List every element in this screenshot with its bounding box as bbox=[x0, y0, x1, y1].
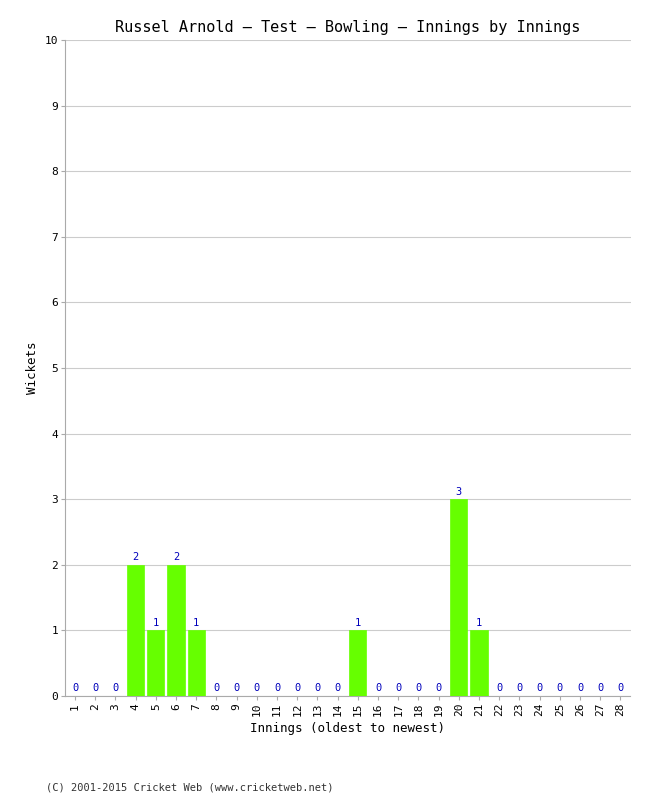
Bar bbox=[168, 565, 185, 696]
Text: 0: 0 bbox=[233, 683, 240, 694]
Text: 0: 0 bbox=[496, 683, 502, 694]
Text: 0: 0 bbox=[375, 683, 381, 694]
Text: 0: 0 bbox=[415, 683, 422, 694]
Text: 0: 0 bbox=[112, 683, 118, 694]
Text: 1: 1 bbox=[355, 618, 361, 628]
Text: 0: 0 bbox=[395, 683, 401, 694]
Text: 0: 0 bbox=[72, 683, 78, 694]
Bar bbox=[127, 565, 144, 696]
Text: 2: 2 bbox=[173, 552, 179, 562]
Bar bbox=[471, 630, 488, 696]
Text: 0: 0 bbox=[315, 683, 320, 694]
Text: 0: 0 bbox=[213, 683, 220, 694]
Text: 3: 3 bbox=[456, 486, 462, 497]
Title: Russel Arnold – Test – Bowling – Innings by Innings: Russel Arnold – Test – Bowling – Innings… bbox=[115, 20, 580, 34]
Text: 0: 0 bbox=[436, 683, 442, 694]
Text: (C) 2001-2015 Cricket Web (www.cricketweb.net): (C) 2001-2015 Cricket Web (www.cricketwe… bbox=[46, 782, 333, 792]
Text: 1: 1 bbox=[476, 618, 482, 628]
Text: 1: 1 bbox=[193, 618, 200, 628]
X-axis label: Innings (oldest to newest): Innings (oldest to newest) bbox=[250, 722, 445, 735]
Text: 0: 0 bbox=[597, 683, 603, 694]
Text: 0: 0 bbox=[577, 683, 583, 694]
Bar bbox=[349, 630, 367, 696]
Text: 2: 2 bbox=[133, 552, 139, 562]
Text: 0: 0 bbox=[92, 683, 98, 694]
Text: 1: 1 bbox=[153, 618, 159, 628]
Text: 0: 0 bbox=[556, 683, 563, 694]
Text: 0: 0 bbox=[536, 683, 543, 694]
Text: 0: 0 bbox=[254, 683, 260, 694]
Text: 0: 0 bbox=[274, 683, 280, 694]
Text: 0: 0 bbox=[335, 683, 341, 694]
Text: 0: 0 bbox=[294, 683, 300, 694]
Bar bbox=[188, 630, 205, 696]
Bar bbox=[148, 630, 164, 696]
Text: 0: 0 bbox=[516, 683, 523, 694]
Bar bbox=[450, 499, 467, 696]
Y-axis label: Wickets: Wickets bbox=[26, 342, 39, 394]
Text: 0: 0 bbox=[618, 683, 623, 694]
